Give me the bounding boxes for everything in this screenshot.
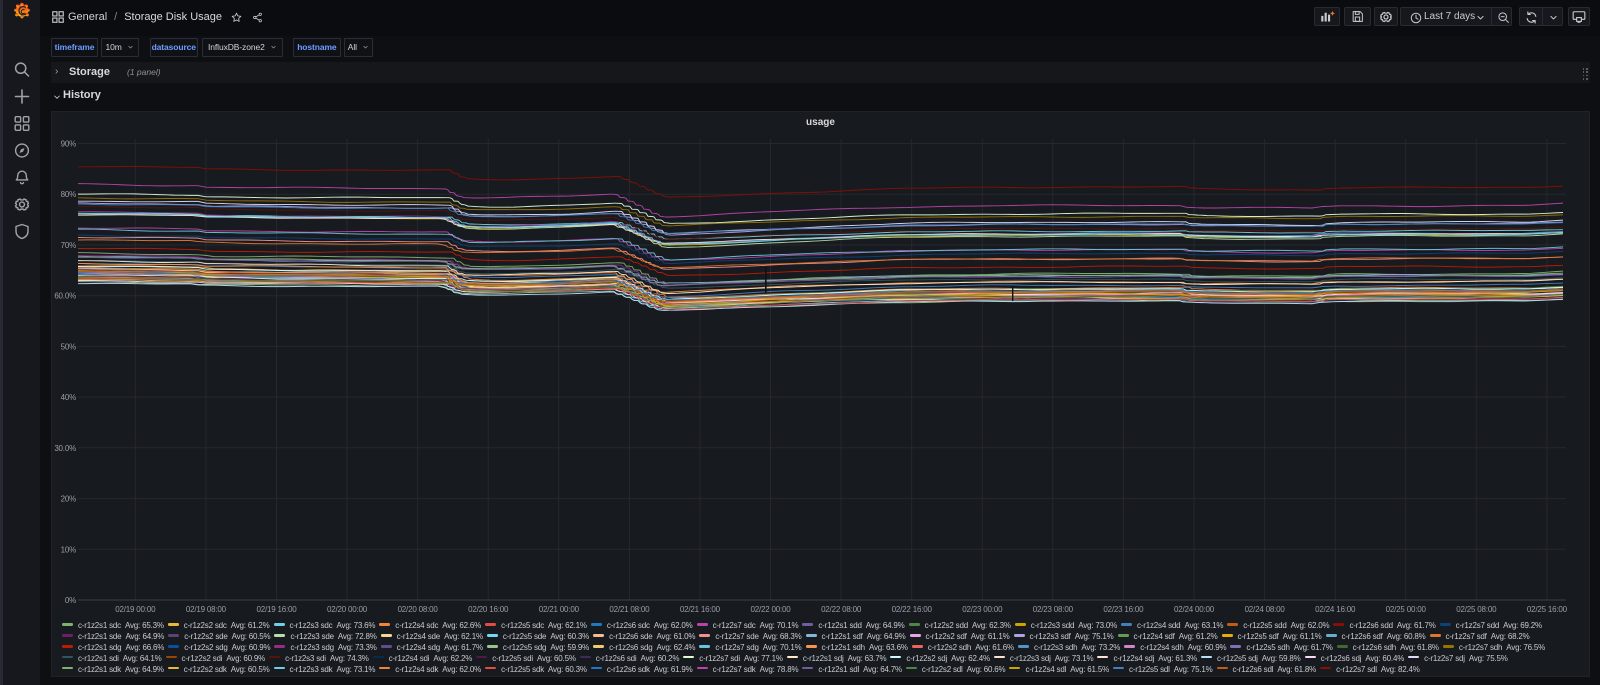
- svg-text:02/25 08:00: 02/25 08:00: [1456, 605, 1497, 614]
- svg-text:30.0%: 30.0%: [54, 444, 76, 453]
- svg-text:02/24 00:00: 02/24 00:00: [1174, 605, 1215, 614]
- svg-text:02/21 16:00: 02/21 16:00: [680, 605, 721, 614]
- svg-text:02/22 00:00: 02/22 00:00: [750, 605, 791, 614]
- svg-text:02/23 16:00: 02/23 16:00: [1103, 605, 1144, 614]
- svg-text:70%: 70%: [61, 241, 76, 250]
- svg-text:02/20 00:00: 02/20 00:00: [327, 605, 368, 614]
- svg-text:60.0%: 60.0%: [54, 292, 76, 301]
- svg-text:02/25 00:00: 02/25 00:00: [1386, 605, 1427, 614]
- svg-text:20%: 20%: [61, 495, 76, 504]
- svg-text:02/20 08:00: 02/20 08:00: [398, 605, 439, 614]
- svg-text:02/20 16:00: 02/20 16:00: [468, 605, 509, 614]
- svg-text:90%: 90%: [61, 140, 76, 149]
- svg-text:02/25 16:00: 02/25 16:00: [1527, 605, 1568, 614]
- svg-text:02/23 08:00: 02/23 08:00: [1033, 605, 1074, 614]
- svg-text:02/19 00:00: 02/19 00:00: [115, 605, 156, 614]
- svg-text:80%: 80%: [61, 190, 76, 199]
- svg-text:02/21 00:00: 02/21 00:00: [539, 605, 580, 614]
- svg-text:02/24 16:00: 02/24 16:00: [1315, 605, 1356, 614]
- svg-text:02/22 08:00: 02/22 08:00: [821, 605, 862, 614]
- svg-text:02/22 16:00: 02/22 16:00: [892, 605, 933, 614]
- svg-text:02/19 16:00: 02/19 16:00: [256, 605, 297, 614]
- svg-text:10%: 10%: [61, 545, 76, 554]
- svg-text:02/21 08:00: 02/21 08:00: [609, 605, 650, 614]
- svg-text:02/19 08:00: 02/19 08:00: [186, 605, 227, 614]
- svg-text:0%: 0%: [65, 596, 76, 605]
- svg-text:02/23 00:00: 02/23 00:00: [962, 605, 1003, 614]
- svg-text:50%: 50%: [61, 342, 76, 351]
- svg-text:40%: 40%: [61, 393, 76, 402]
- svg-text:02/24 08:00: 02/24 08:00: [1245, 605, 1286, 614]
